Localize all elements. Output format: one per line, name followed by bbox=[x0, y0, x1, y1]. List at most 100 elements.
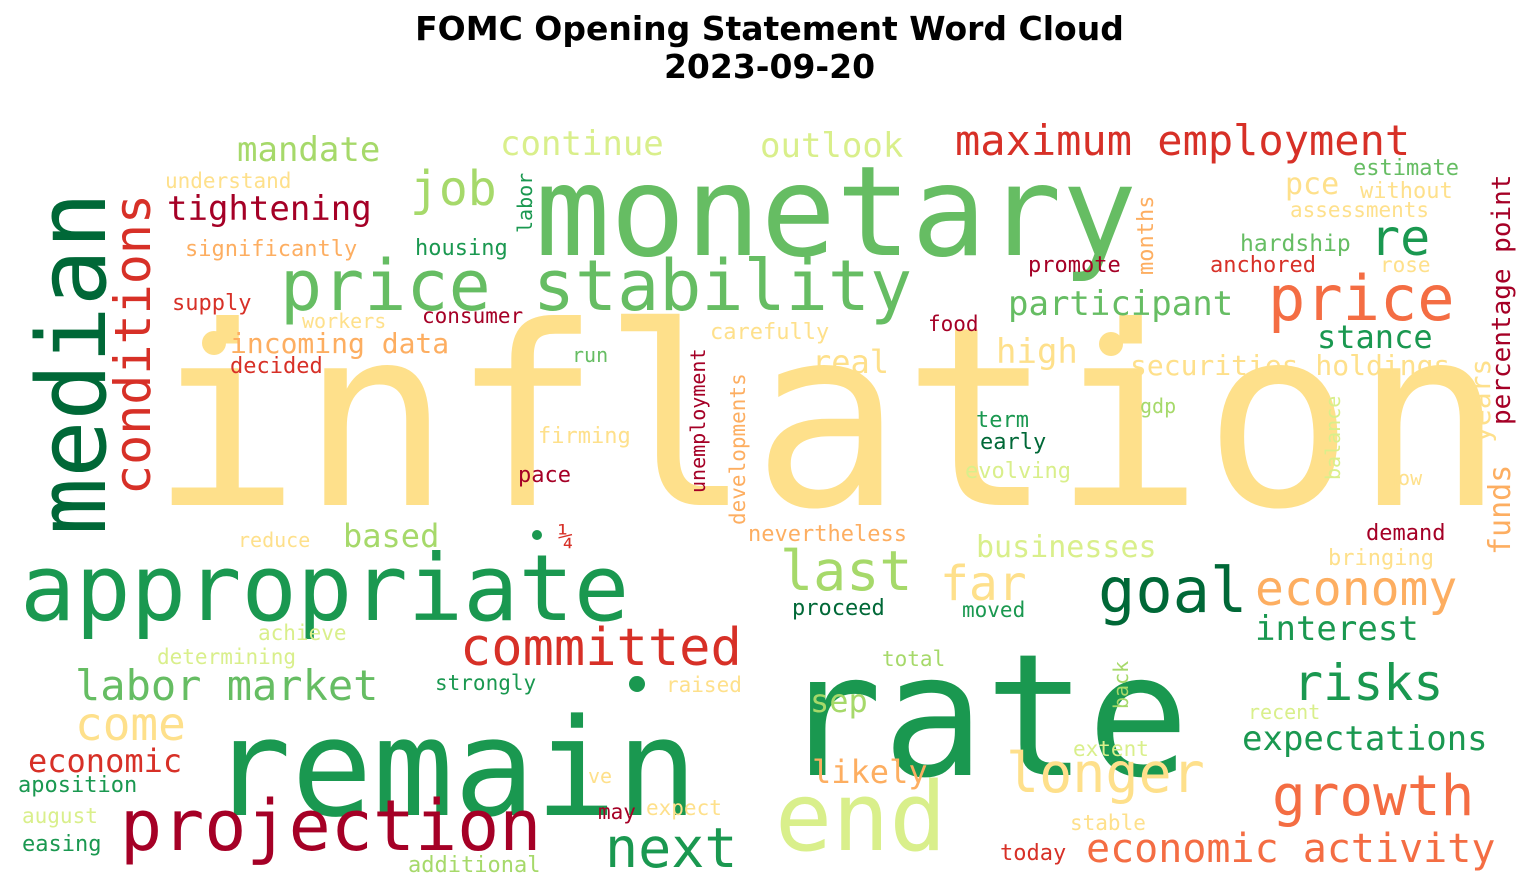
word-developments: developments bbox=[726, 373, 750, 525]
word-recent: recent bbox=[1248, 700, 1320, 724]
word-hardship: hardship bbox=[1240, 231, 1351, 257]
word-gdp: gdp bbox=[1140, 394, 1176, 418]
word-risks: risks bbox=[1293, 654, 1444, 712]
word-securities-holdings: securities holdings bbox=[1130, 349, 1450, 382]
word-conditions: conditions bbox=[104, 194, 162, 495]
word-nevertheless: nevertheless bbox=[748, 522, 907, 547]
word-pce: pce bbox=[1285, 167, 1339, 202]
word-housing: housing bbox=[415, 236, 508, 261]
word-significantly: significantly bbox=[185, 237, 357, 262]
word-supply: supply bbox=[172, 291, 251, 316]
word-last: last bbox=[780, 539, 912, 603]
word-bringing: bringing bbox=[1328, 546, 1434, 571]
word-one-quarter: ¼ bbox=[558, 522, 574, 552]
word-far: far bbox=[940, 556, 1027, 612]
word-participant: participant bbox=[1008, 284, 1233, 324]
word-years: years bbox=[1464, 359, 1497, 443]
word-stance: stance bbox=[1317, 318, 1433, 356]
word-carefully: carefully bbox=[710, 320, 829, 345]
word-easing: easing bbox=[22, 832, 101, 857]
word-evolving: evolving bbox=[965, 459, 1071, 484]
word-committed: committed bbox=[460, 618, 742, 678]
word-end: end bbox=[775, 763, 947, 873]
word-mandate: mandate bbox=[237, 130, 380, 170]
word-sep: sep bbox=[810, 682, 868, 720]
word-pace: pace bbox=[518, 463, 571, 488]
word-economy: economy bbox=[1255, 561, 1457, 617]
word-demand: demand bbox=[1366, 521, 1445, 546]
word-back: back bbox=[1109, 661, 1133, 709]
word-interest: interest bbox=[1255, 609, 1419, 649]
word-monetary: monetary bbox=[535, 140, 1137, 285]
word-real: real bbox=[812, 343, 889, 381]
word-incoming-data: incoming data bbox=[230, 327, 449, 360]
word-today: today bbox=[1000, 841, 1066, 866]
word-percentage-point: percentage point bbox=[1487, 175, 1517, 425]
word-goal: goal bbox=[1098, 554, 1247, 627]
word-determining: determining bbox=[157, 645, 296, 669]
word-may: may bbox=[598, 800, 636, 824]
word-inflation: inflation bbox=[150, 273, 1505, 564]
word-run: run bbox=[572, 343, 608, 367]
word-next: next bbox=[605, 816, 737, 880]
word-strongly: strongly bbox=[435, 671, 536, 695]
word-now: now bbox=[1386, 466, 1423, 490]
word-labor: labor bbox=[513, 173, 537, 233]
word-estimate: estimate bbox=[1353, 156, 1459, 181]
word-growth: growth bbox=[1272, 764, 1474, 829]
word-funds: funds bbox=[1483, 465, 1518, 555]
word-consumer: consumer bbox=[422, 304, 523, 328]
figure-title-line-2: 2023-09-20 bbox=[663, 47, 876, 86]
word-stable: stable bbox=[1070, 811, 1146, 835]
word-outlook: outlook bbox=[760, 126, 903, 166]
word-firming: firming bbox=[538, 424, 631, 449]
word-early: early bbox=[980, 430, 1046, 455]
figure-title-line-1: FOMC Opening Statement Word Cloud bbox=[415, 9, 1124, 48]
word-moved: moved bbox=[962, 598, 1025, 622]
word-median: median bbox=[18, 192, 128, 535]
word-rose: rose bbox=[1380, 253, 1431, 277]
word-tightening: tightening bbox=[167, 189, 372, 229]
word-aposition: aposition bbox=[18, 773, 137, 798]
word-re: re bbox=[1370, 209, 1430, 267]
word-expectations: expectations bbox=[1242, 719, 1488, 759]
word-high: high bbox=[996, 332, 1078, 372]
word-raised: raised bbox=[666, 673, 742, 697]
word-august: august bbox=[22, 804, 98, 828]
word-assessments: assessments bbox=[1290, 198, 1429, 222]
word-come: come bbox=[75, 697, 186, 751]
word-ve: ve bbox=[588, 764, 612, 788]
word-dot bbox=[532, 530, 542, 540]
word-maximum-employment: maximum employment bbox=[955, 116, 1410, 165]
word-promote: promote bbox=[1028, 253, 1121, 278]
word-decided: decided bbox=[230, 354, 323, 379]
word-job: job bbox=[410, 161, 497, 217]
word-months: months bbox=[1134, 196, 1159, 275]
word-anchored: anchored bbox=[1210, 253, 1316, 278]
word-balance: balance bbox=[1321, 396, 1345, 480]
word-economic: economic bbox=[28, 742, 182, 780]
word-longer: longer bbox=[1006, 741, 1205, 805]
word-workers: workers bbox=[302, 309, 386, 333]
word-extent: extent bbox=[1073, 737, 1149, 761]
word-achieve: achieve bbox=[258, 621, 347, 645]
word-unemployment: unemployment bbox=[686, 349, 710, 494]
word-dot bbox=[1099, 332, 1123, 356]
word-expect: expect bbox=[646, 796, 722, 820]
word-remain: remain bbox=[210, 690, 698, 847]
word-projection: projection bbox=[120, 785, 541, 867]
word-based: based bbox=[343, 517, 439, 555]
word-food: food bbox=[928, 312, 979, 336]
word-additional: additional bbox=[408, 853, 540, 878]
word-likely: likely bbox=[812, 753, 928, 791]
word-dot bbox=[629, 676, 645, 692]
word-reduce: reduce bbox=[238, 528, 310, 552]
figure-title: FOMC Opening Statement Word Cloud 2023-0… bbox=[0, 10, 1539, 86]
word-term: term bbox=[976, 408, 1029, 433]
word-without: without bbox=[1360, 179, 1453, 204]
word-total: total bbox=[882, 647, 945, 671]
word-price-stability: price stability bbox=[280, 245, 912, 327]
word-rate: rate bbox=[780, 618, 1189, 816]
